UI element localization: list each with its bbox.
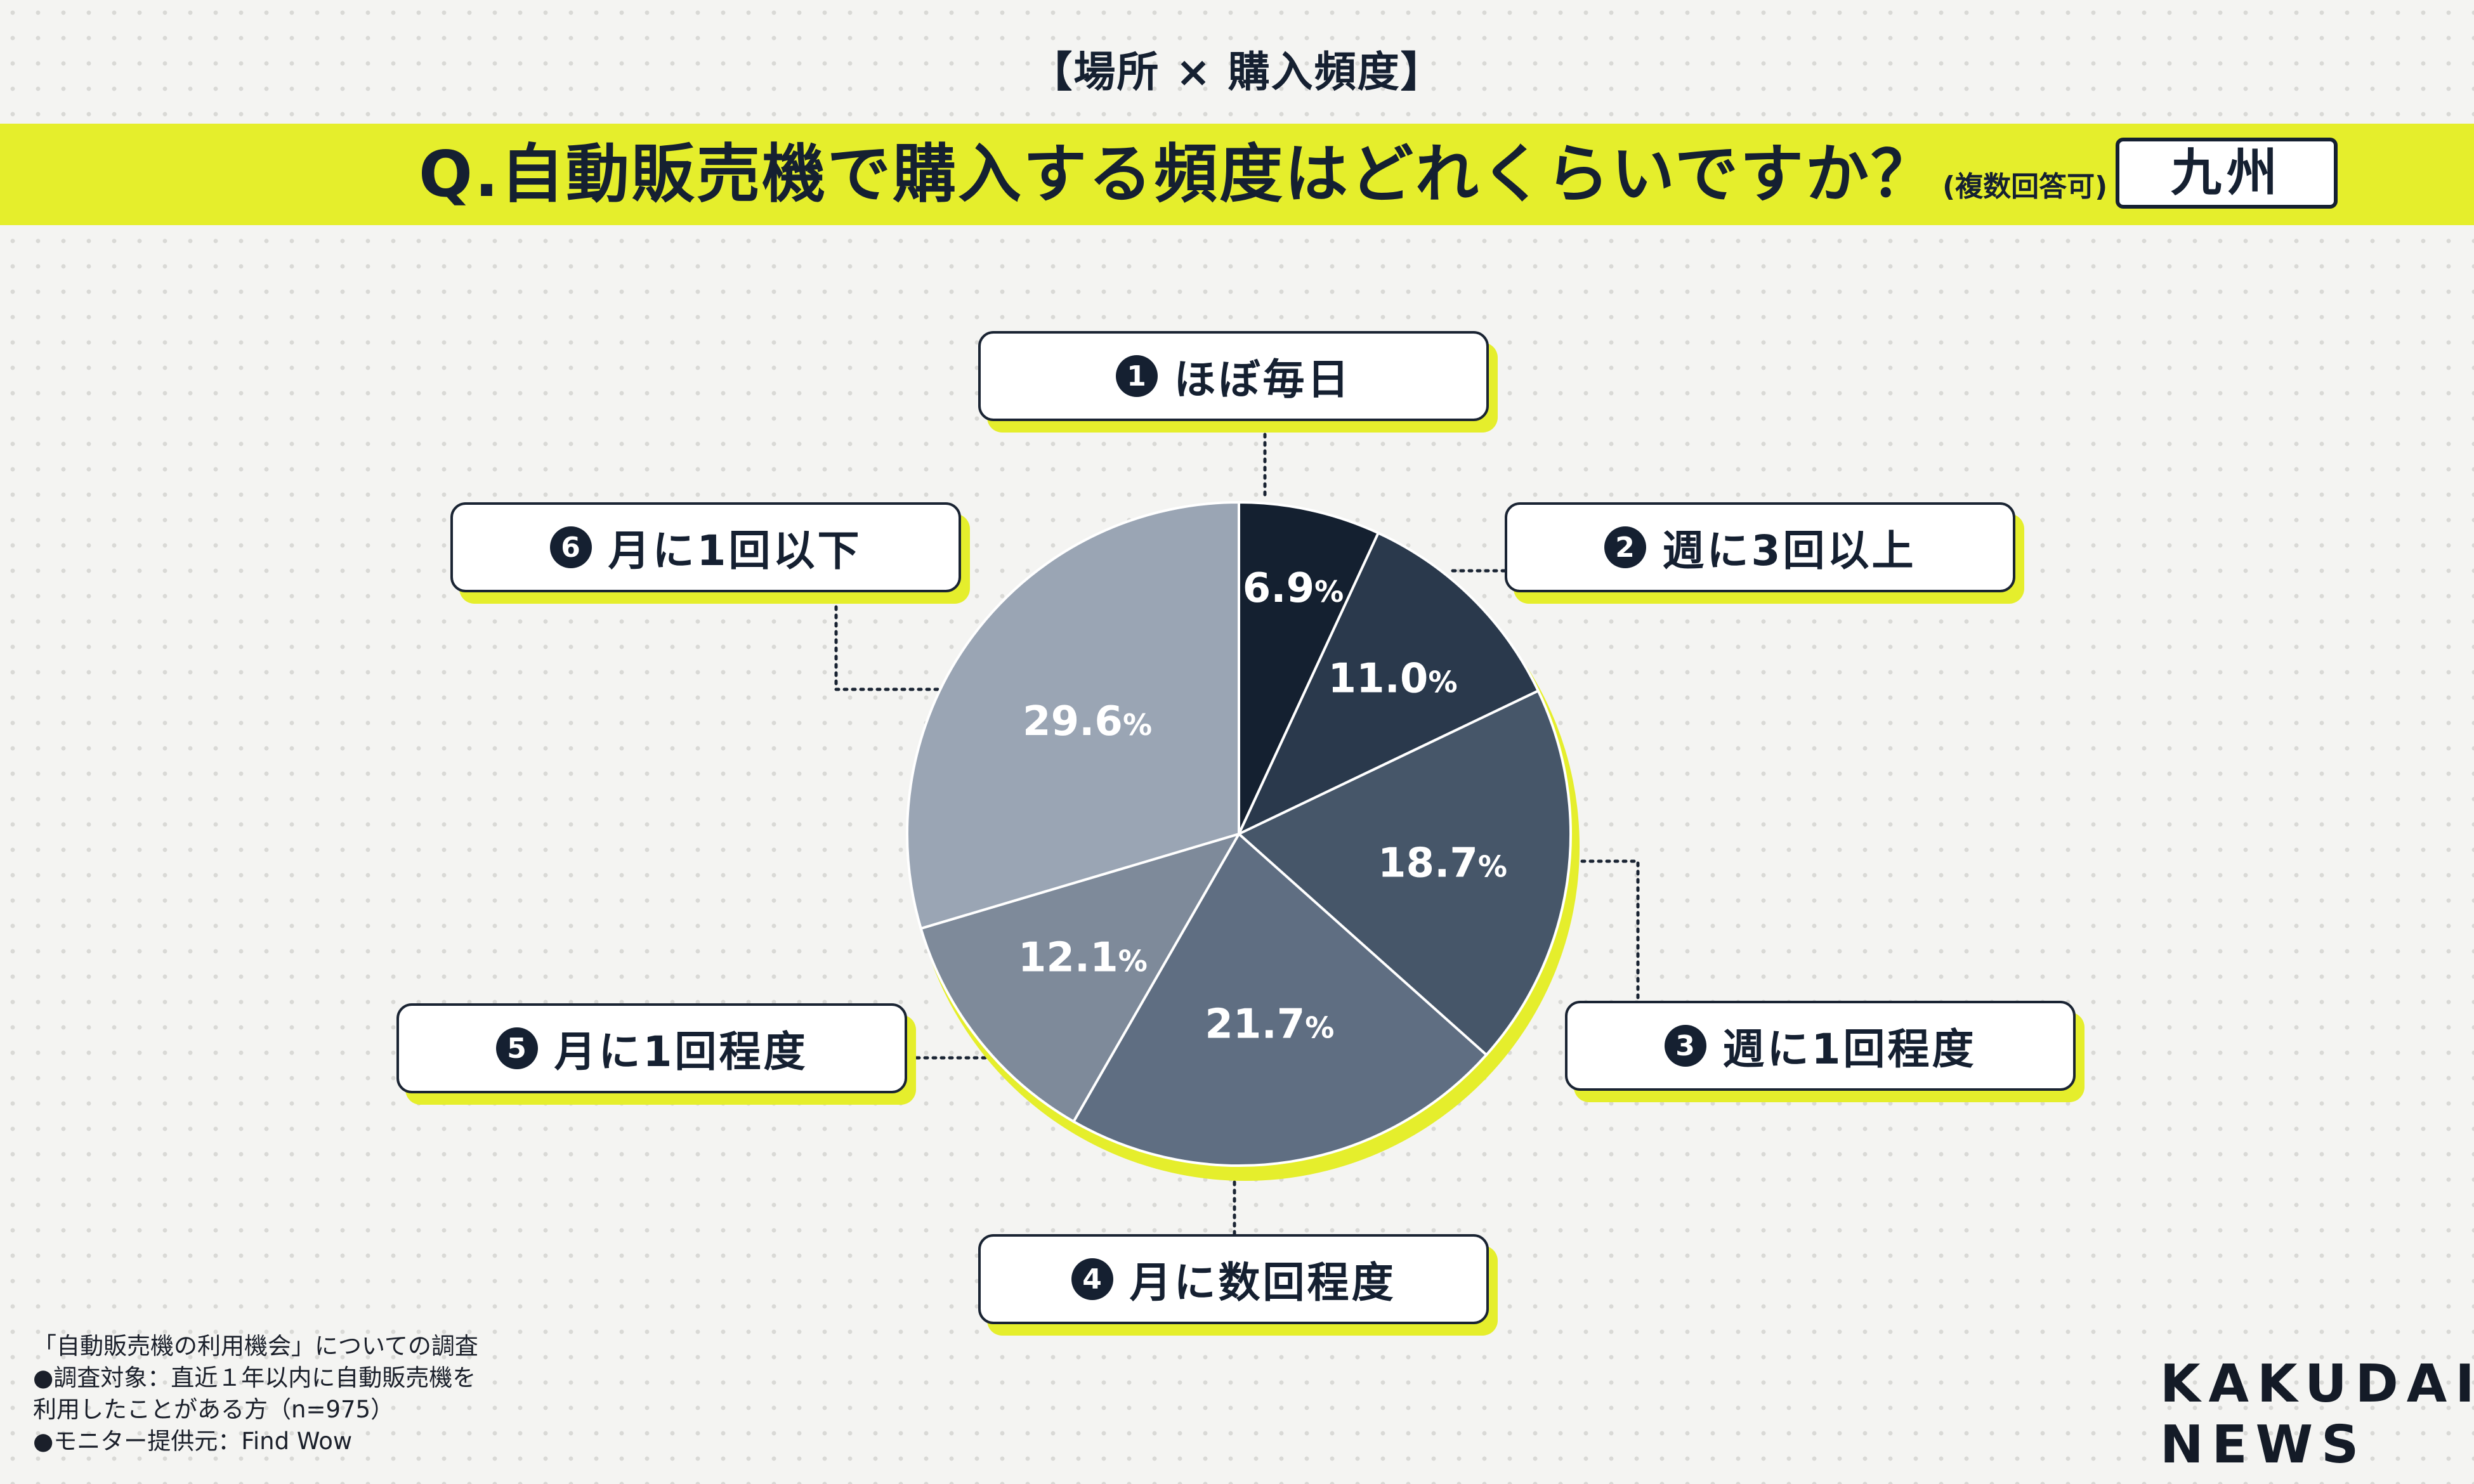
callout-label: 月に数回程度 [1129, 1258, 1396, 1307]
question-band: Q.自動販売機で購入する頻度はどれくらいですか？ (複数回答可) 九州 [0, 124, 2474, 225]
logo-line-2: NEWS [2160, 1415, 2367, 1475]
value-number: 11.0 [1328, 655, 1429, 702]
region-badge: 九州 [2116, 138, 2338, 209]
callout-label: 週に1回程度 [1722, 1025, 1977, 1074]
pie-slice-3-times-a-week [1236, 531, 1540, 837]
callout-label: 週に3回以上 [1662, 526, 1916, 575]
question-title: Q.自動販売機で購入する頻度はどれくらいですか？ (複数回答可) [419, 124, 2107, 225]
value-unit: % [1428, 665, 1457, 699]
callout-number-2: 2 [1604, 526, 1646, 568]
value-number: 29.6 [1023, 698, 1123, 745]
callout-label: 月に1回程度 [554, 1027, 808, 1076]
value-number: 21.7 [1205, 1001, 1305, 1048]
question-note: (複数回答可) [1942, 171, 2108, 203]
value-number: 12.1 [1018, 935, 1118, 982]
value-number: 18.7 [1378, 840, 1478, 887]
pie-value-label-3-times-a-week: 11.0% [1328, 655, 1458, 702]
logo-line-1: KAKUDAI [2160, 1354, 2474, 1414]
pie-slice-less-than-once-a-month [905, 500, 1240, 930]
callout-3-times-a-week: 2 週に3回以上 [1505, 502, 2015, 592]
pie-value-label-several-times-a-month: 21.7% [1205, 1001, 1334, 1048]
pie-value-label-once-a-month: 12.1% [1018, 935, 1148, 982]
callout-number-4: 4 [1071, 1258, 1113, 1300]
callout-once-a-week: 3 週に1回程度 [1565, 1001, 2076, 1091]
value-unit: % [1123, 708, 1152, 742]
callout-several-times-a-month: 4 月に数回程度 [978, 1234, 1489, 1324]
footnote-line: 利用したことがある方（n=975） [33, 1396, 395, 1423]
callout-less-than-once-a-month: 6 月に1回以下 [450, 502, 961, 592]
callout-number-3: 3 [1664, 1025, 1706, 1067]
callout-almost-every-day: 1 ほぼ毎日 [978, 331, 1489, 421]
callout-number-6: 6 [549, 526, 592, 568]
footnote-line: ●調査対象：直近１年以内に自動販売機を [33, 1364, 476, 1391]
callout-once-a-month: 5 月に1回程度 [396, 1003, 907, 1093]
value-unit: % [1305, 1010, 1334, 1045]
pie-value-label-almost-every-day: 6.9% [1243, 565, 1344, 612]
value-unit: % [1478, 850, 1507, 884]
connector-once-a-week [1555, 859, 1640, 1003]
pie-value-labels: 6.9%11.0%18.7%21.7%12.1%29.6% [1018, 565, 1507, 1048]
pie-value-label-once-a-week: 18.7% [1378, 840, 1507, 887]
value-unit: % [1118, 944, 1148, 979]
callout-number-5: 5 [495, 1027, 538, 1069]
footnote-line: ●モニター提供元：Find Wow [33, 1428, 353, 1455]
survey-footnote: 「自動販売機の利用機会」についての調査 ●調査対象：直近１年以内に自動販売機を … [33, 1331, 478, 1457]
value-number: 6.9 [1243, 565, 1314, 612]
callout-label: ほぼ毎日 [1174, 355, 1352, 404]
pie-slice-once-a-week [1236, 689, 1572, 1057]
question-text: Q.自動販売機で購入する頻度はどれくらいですか？ [419, 137, 1936, 211]
kakudai-news-logo: KAKUDAI NEWS [2160, 1354, 2474, 1476]
pie-slices [905, 500, 1572, 1167]
top-label: 【場所 × 購入頻度】 [1030, 48, 1444, 96]
pie-slice-almost-every-day [1238, 500, 1380, 835]
value-unit: % [1314, 575, 1344, 609]
pie-value-label-less-than-once-a-month: 29.6% [1023, 698, 1152, 745]
connector-less-than-once-a-month [834, 597, 961, 691]
pie-slice-several-times-a-month [1071, 831, 1488, 1167]
callout-number-1: 1 [1115, 355, 1158, 397]
callout-label: 月に1回以下 [608, 526, 862, 575]
footnote-line: 「自動販売機の利用機会」についての調査 [33, 1332, 478, 1360]
